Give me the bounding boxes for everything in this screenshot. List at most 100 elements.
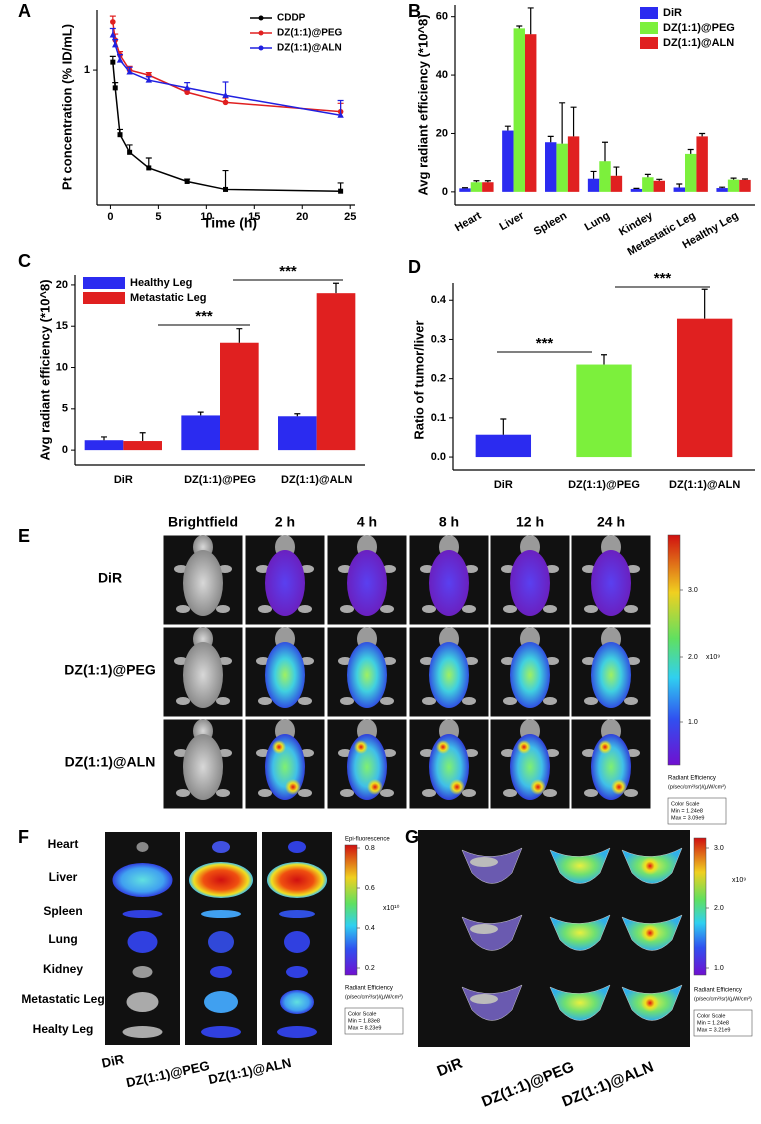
bar [545,142,557,192]
organ [132,966,153,978]
mouse [582,627,640,708]
mouse [582,535,640,616]
signal [641,994,659,1012]
mouse-leg [216,605,230,613]
organ [189,862,253,898]
mouse [420,627,478,708]
colorbar-header: Epi-fluorescence [345,837,390,843]
signal [449,779,465,795]
colorbar-tick-label: 2.0 [714,905,724,912]
row-label: Lung [48,932,77,946]
error-bar [570,106,577,137]
marker [109,31,117,38]
organ [112,863,173,897]
legend-label: DZ(1:1)@ALN [663,37,734,49]
bar [653,180,665,192]
mouse-leg [422,605,436,613]
colorbar-tick-label: 1.0 [688,719,698,726]
error-bar [473,180,480,183]
colorbar-min: Min = 1.24e8 [671,808,703,814]
mouse-leg [258,789,272,797]
legend-label: CDDP [277,13,306,24]
mouse-leg [216,697,230,705]
column-header: 12 h [516,514,544,530]
error-bar [701,288,708,319]
bar [84,440,124,451]
row-label: Healty Leg [33,1022,94,1036]
error-bar [294,413,301,417]
bar [576,364,632,458]
mouse-body [510,642,550,708]
mouse-leg [462,789,476,797]
x-tick-label: 5 [155,211,161,223]
signal [530,779,546,795]
bar [470,182,483,192]
y-axis-label: Avg radiant efficiency (*10^8) [415,14,430,195]
marker [112,41,119,48]
colorbar-tick-label: 0.6 [365,885,375,892]
y-tick-label: 5 [62,403,68,415]
error-bar [527,7,534,35]
row-label: DZ(1:1)@ALN [65,754,156,770]
y-tick-label: 10 [56,361,68,373]
error-bar [101,436,107,441]
mouse [338,719,396,800]
marker [222,91,229,98]
mouse [256,627,314,708]
panel-label: D [408,257,421,277]
y-tick-label: 0.1 [431,412,446,424]
organ [286,966,308,978]
x-tick-label: DZ(1:1)@PEG [568,479,640,491]
column-header: 24 h [597,514,625,530]
organ [126,992,159,1012]
legend-label: Healthy Leg [130,277,192,289]
organ [201,910,241,918]
bar [278,416,317,451]
marker [112,85,118,91]
mouse-body [429,550,469,616]
error-bar [730,177,737,180]
y-tick-label: 1 [84,64,90,76]
colorbar-title: Radiant Efficiency [345,986,393,992]
y-axis-label: Avg radiant efficiency (*10^8) [37,279,52,460]
x-tick-label: DiR [114,474,133,486]
organ [277,1026,317,1038]
error-bar [601,354,607,365]
mouse-body [183,550,223,616]
colorbar-max: Max = 8.23e9 [348,1025,381,1031]
mouse-body [265,642,305,708]
mouse [256,535,314,616]
colorbar-unit: x10⁹ [706,654,720,661]
marker [110,19,116,25]
legend-marker [258,45,264,51]
error-bar [484,180,491,183]
signal [598,740,612,754]
bar [475,434,532,458]
colorbar-title: Radiant Efficiency [694,988,742,994]
mouse [501,627,559,708]
organ [267,862,327,898]
y-tick-label: 20 [436,127,448,139]
error-bar [687,148,694,154]
bar [459,188,471,192]
panel-label: B [408,1,421,21]
mouse-body [591,642,631,708]
marker [183,84,191,91]
y-tick-label: 0.2 [431,373,446,385]
panel-label: G [405,827,419,847]
error-bar [559,102,566,144]
marker [145,76,152,83]
mouse-body [183,642,223,708]
bar [630,188,643,192]
colorbar [693,837,707,976]
mouse [174,627,232,708]
mouse [501,719,559,800]
colorbar-box [693,1009,753,1037]
mouse [420,535,478,616]
colorbar-box [667,797,727,825]
leg-sample [549,847,611,884]
leg-sample [549,984,611,1021]
bar [482,182,494,192]
panel-label: C [18,251,31,271]
